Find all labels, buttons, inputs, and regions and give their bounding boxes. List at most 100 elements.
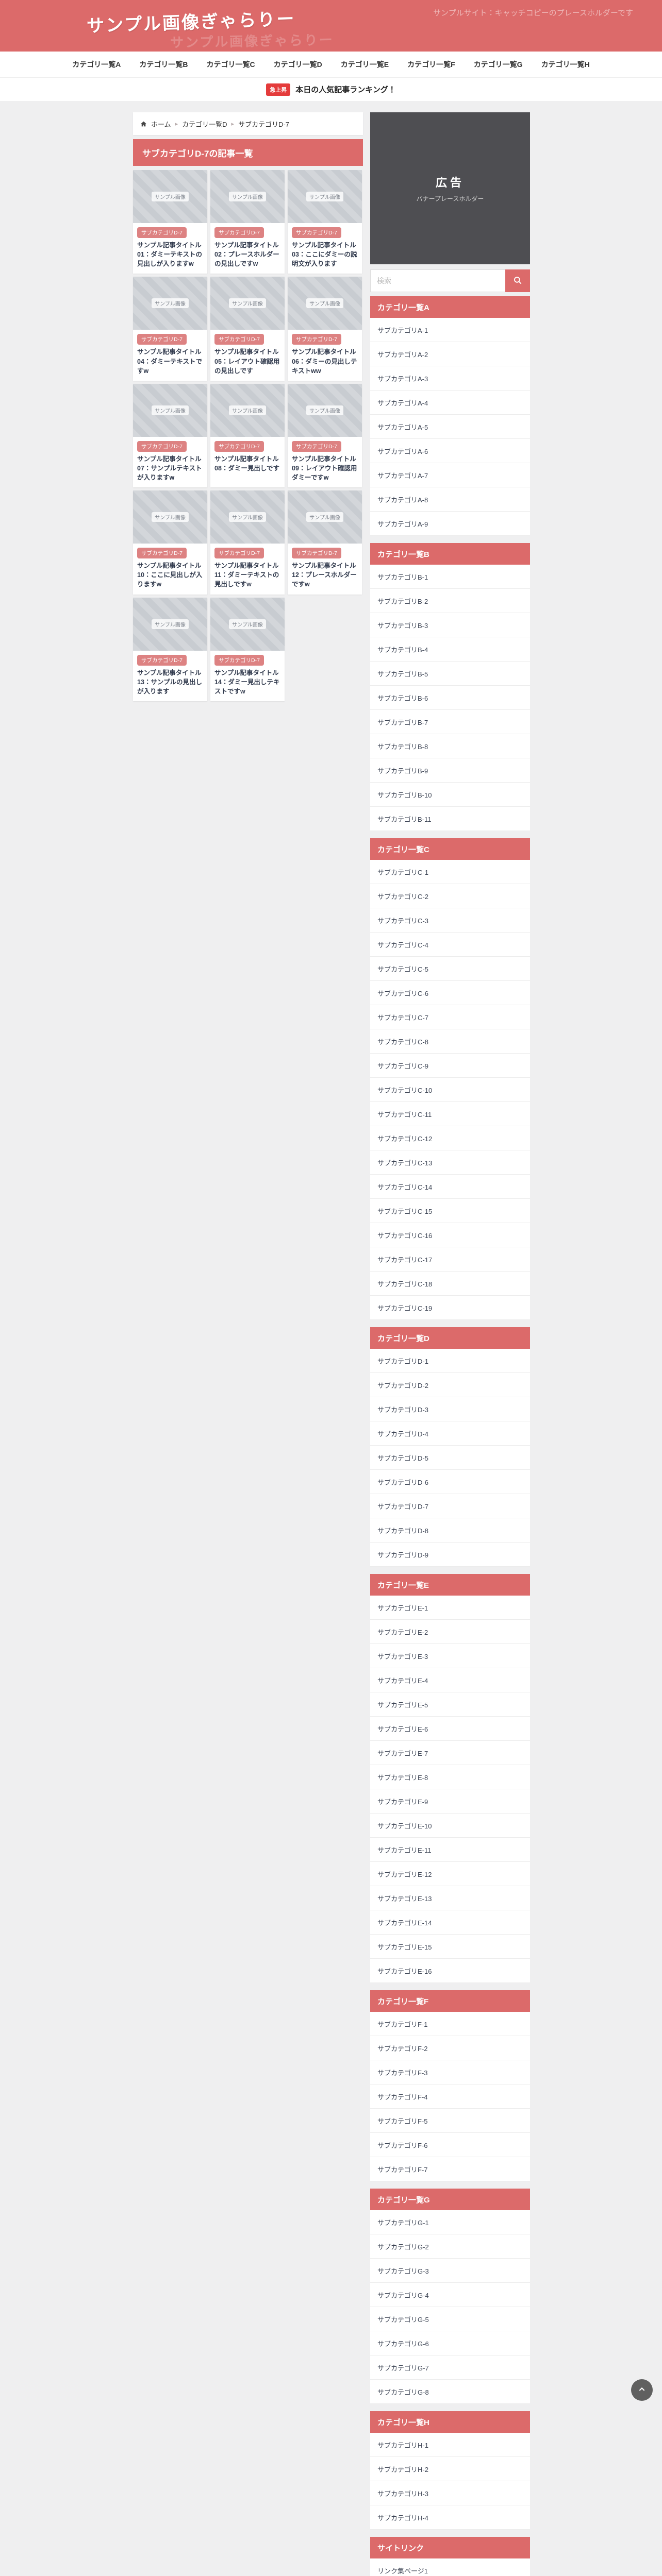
article-card[interactable]: サンプル画像 サブカテゴリD-7 サンプル記事タイトル14：ダミー見出しテキスト… [210, 597, 285, 701]
sidebar-category-link[interactable]: サブカテゴリC-7 [370, 1005, 530, 1029]
ranking-link[interactable]: 本日の人気記事ランキング！ [295, 86, 396, 94]
sidebar-category-link[interactable]: サブカテゴリG-5 [370, 2307, 530, 2331]
article-card[interactable]: サンプル画像 サブカテゴリD-7 サンプル記事タイトル11：ダミーテキストの見出… [210, 490, 285, 595]
sidebar-category-link[interactable]: サブカテゴリC-19 [370, 1296, 530, 1320]
category-badge[interactable]: サブカテゴリD-7 [214, 654, 264, 666]
article-card[interactable]: サンプル画像 サブカテゴリD-7 サンプル記事タイトル10：ここに見出しが入りま… [133, 490, 207, 595]
article-card[interactable]: サンプル画像 サブカテゴリD-7 サンプル記事タイトル04：ダミーテキストですw [133, 277, 207, 381]
article-title[interactable]: サンプル記事タイトル01：ダミーテキストの見出しが入りますw [137, 242, 203, 268]
sidebar-category-link[interactable]: サブカテゴリB-7 [370, 710, 530, 734]
sidebar-category-link[interactable]: サブカテゴリD-1 [370, 1349, 530, 1373]
article-title[interactable]: サンプル記事タイトル09：レイアウト確認用ダミーですw [292, 455, 357, 481]
sidebar-category-link[interactable]: リンク集ページ1 [370, 2558, 530, 2576]
sidebar-category-link[interactable]: サブカテゴリD-7 [370, 1494, 530, 1518]
sidebar-category-link[interactable]: サブカテゴリC-6 [370, 981, 530, 1005]
breadcrumb-home-link[interactable]: ホーム [151, 120, 171, 128]
article-title[interactable]: サンプル記事タイトル02：プレースホルダーの見出しですw [214, 242, 279, 268]
category-badge[interactable]: サブカテゴリD-7 [292, 548, 341, 559]
sidebar-category-link[interactable]: サブカテゴリA-7 [370, 463, 530, 487]
sidebar-category-link[interactable]: サブカテゴリA-5 [370, 415, 530, 439]
sidebar-category-link[interactable]: サブカテゴリB-1 [370, 565, 530, 589]
article-title[interactable]: サンプル記事タイトル08：ダミー見出しです [214, 455, 280, 472]
sidebar-category-link[interactable]: サブカテゴリB-4 [370, 637, 530, 662]
sidebar-category-link[interactable]: サブカテゴリG-6 [370, 2331, 530, 2355]
sidebar-category-link[interactable]: サブカテゴリF-4 [370, 2084, 530, 2109]
sidebar-category-link[interactable]: サブカテゴリE-9 [370, 1789, 530, 1814]
sidebar-category-link[interactable]: サブカテゴリC-17 [370, 1247, 530, 1272]
article-card[interactable]: サンプル画像 サブカテゴリD-7 サンプル記事タイトル06：ダミーの見出しテキス… [288, 277, 362, 381]
sidebar-category-link[interactable]: サブカテゴリF-7 [370, 2157, 530, 2181]
sidebar-category-link[interactable]: サブカテゴリE-10 [370, 1814, 530, 1838]
sidebar-category-link[interactable]: サブカテゴリA-6 [370, 439, 530, 463]
nav-item[interactable]: カテゴリ一覧D [273, 60, 322, 69]
sidebar-category-link[interactable]: サブカテゴリC-8 [370, 1029, 530, 1054]
nav-item[interactable]: カテゴリ一覧H [541, 60, 590, 69]
sidebar-category-link[interactable]: サブカテゴリB-8 [370, 734, 530, 758]
sidebar-category-link[interactable]: サブカテゴリD-6 [370, 1470, 530, 1494]
article-title[interactable]: サンプル記事タイトル07：サンプルテキストが入りますw [137, 455, 202, 481]
article-title[interactable]: サンプル記事タイトル12：プレースホルダーですw [292, 562, 357, 588]
sidebar-category-link[interactable]: サブカテゴリG-3 [370, 2259, 530, 2283]
nav-item[interactable]: カテゴリ一覧C [206, 60, 255, 69]
article-card[interactable]: サンプル画像 サブカテゴリD-7 サンプル記事タイトル07：サンプルテキストが入… [133, 383, 207, 488]
article-title[interactable]: サンプル記事タイトル05：レイアウト確認用の見出しです [214, 348, 280, 375]
article-card[interactable]: サンプル画像 サブカテゴリD-7 サンプル記事タイトル05：レイアウト確認用の見… [210, 277, 285, 381]
sidebar-category-link[interactable]: サブカテゴリE-4 [370, 1668, 530, 1692]
sidebar-category-link[interactable]: サブカテゴリG-7 [370, 2355, 530, 2380]
category-badge[interactable]: サブカテゴリD-7 [137, 654, 187, 666]
sidebar-category-link[interactable]: サブカテゴリA-4 [370, 391, 530, 415]
sidebar-category-link[interactable]: サブカテゴリF-6 [370, 2133, 530, 2157]
category-badge[interactable]: サブカテゴリD-7 [137, 440, 187, 452]
sidebar-category-link[interactable]: サブカテゴリE-7 [370, 1741, 530, 1765]
article-title[interactable]: サンプル記事タイトル13：サンプルの見出しが入ります [137, 669, 203, 695]
article-title[interactable]: サンプル記事タイトル06：ダミーの見出しテキストww [292, 348, 357, 375]
sidebar-category-link[interactable]: サブカテゴリC-11 [370, 1102, 530, 1126]
article-card[interactable]: サンプル画像 サブカテゴリD-7 サンプル記事タイトル09：レイアウト確認用ダミ… [288, 383, 362, 488]
category-badge[interactable]: サブカテゴリD-7 [137, 227, 187, 238]
sidebar-category-link[interactable]: サブカテゴリA-3 [370, 366, 530, 391]
search-button[interactable] [505, 269, 530, 292]
sidebar-category-link[interactable]: サブカテゴリG-1 [370, 2210, 530, 2234]
sidebar-category-link[interactable]: サブカテゴリH-4 [370, 2505, 530, 2530]
sidebar-category-link[interactable]: サブカテゴリG-2 [370, 2234, 530, 2259]
article-card[interactable]: サンプル画像 サブカテゴリD-7 サンプル記事タイトル01：ダミーテキストの見出… [133, 170, 207, 274]
sidebar-category-link[interactable]: サブカテゴリC-3 [370, 908, 530, 933]
sidebar-category-link[interactable]: サブカテゴリH-1 [370, 2433, 530, 2457]
sidebar-category-link[interactable]: サブカテゴリB-3 [370, 613, 530, 637]
sidebar-category-link[interactable]: サブカテゴリA-8 [370, 487, 530, 512]
nav-item[interactable]: カテゴリ一覧B [139, 60, 188, 69]
sidebar-category-link[interactable]: サブカテゴリE-5 [370, 1692, 530, 1717]
sidebar-category-link[interactable]: サブカテゴリC-5 [370, 957, 530, 981]
sidebar-category-link[interactable]: サブカテゴリA-1 [370, 318, 530, 342]
article-title[interactable]: サンプル記事タイトル04：ダミーテキストですw [137, 348, 203, 375]
sidebar-category-link[interactable]: サブカテゴリG-4 [370, 2283, 530, 2307]
category-badge[interactable]: サブカテゴリD-7 [137, 334, 187, 345]
sidebar-category-link[interactable]: サブカテゴリF-2 [370, 2036, 530, 2060]
sidebar-category-link[interactable]: サブカテゴリE-12 [370, 1862, 530, 1886]
sidebar-category-link[interactable]: サブカテゴリC-4 [370, 933, 530, 957]
sidebar-category-link[interactable]: サブカテゴリE-3 [370, 1644, 530, 1668]
back-to-top-button[interactable] [631, 2379, 653, 2401]
article-card[interactable]: サンプル画像 サブカテゴリD-7 サンプル記事タイトル13：サンプルの見出しが入… [133, 597, 207, 701]
sidebar-category-link[interactable]: サブカテゴリC-12 [370, 1126, 530, 1150]
sidebar-category-link[interactable]: サブカテゴリE-16 [370, 1959, 530, 1983]
nav-item[interactable]: カテゴリ一覧G [473, 60, 523, 69]
sidebar-category-link[interactable]: サブカテゴリH-3 [370, 2481, 530, 2505]
sidebar-category-link[interactable]: サブカテゴリB-6 [370, 686, 530, 710]
sidebar-category-link[interactable]: サブカテゴリB-9 [370, 758, 530, 783]
nav-item[interactable]: カテゴリ一覧E [340, 60, 389, 69]
category-badge[interactable]: サブカテゴリD-7 [214, 334, 264, 345]
sidebar-category-link[interactable]: サブカテゴリC-16 [370, 1223, 530, 1247]
ad-banner-placeholder[interactable]: 広告 バナープレースホルダー [370, 112, 530, 264]
article-title[interactable]: サンプル記事タイトル11：ダミーテキストの見出しですw [214, 562, 279, 588]
sidebar-category-link[interactable]: サブカテゴリC-13 [370, 1150, 530, 1175]
category-badge[interactable]: サブカテゴリD-7 [292, 440, 341, 452]
article-card[interactable]: サンプル画像 サブカテゴリD-7 サンプル記事タイトル02：プレースホルダーの見… [210, 170, 285, 274]
article-title[interactable]: サンプル記事タイトル14：ダミー見出しテキストですw [214, 669, 280, 695]
sidebar-category-link[interactable]: サブカテゴリA-2 [370, 342, 530, 366]
sidebar-category-link[interactable]: サブカテゴリD-4 [370, 1421, 530, 1446]
sidebar-category-link[interactable]: サブカテゴリC-9 [370, 1054, 530, 1078]
sidebar-category-link[interactable]: サブカテゴリE-6 [370, 1717, 530, 1741]
sidebar-category-link[interactable]: サブカテゴリD-5 [370, 1446, 530, 1470]
sidebar-category-link[interactable]: サブカテゴリE-1 [370, 1596, 530, 1620]
